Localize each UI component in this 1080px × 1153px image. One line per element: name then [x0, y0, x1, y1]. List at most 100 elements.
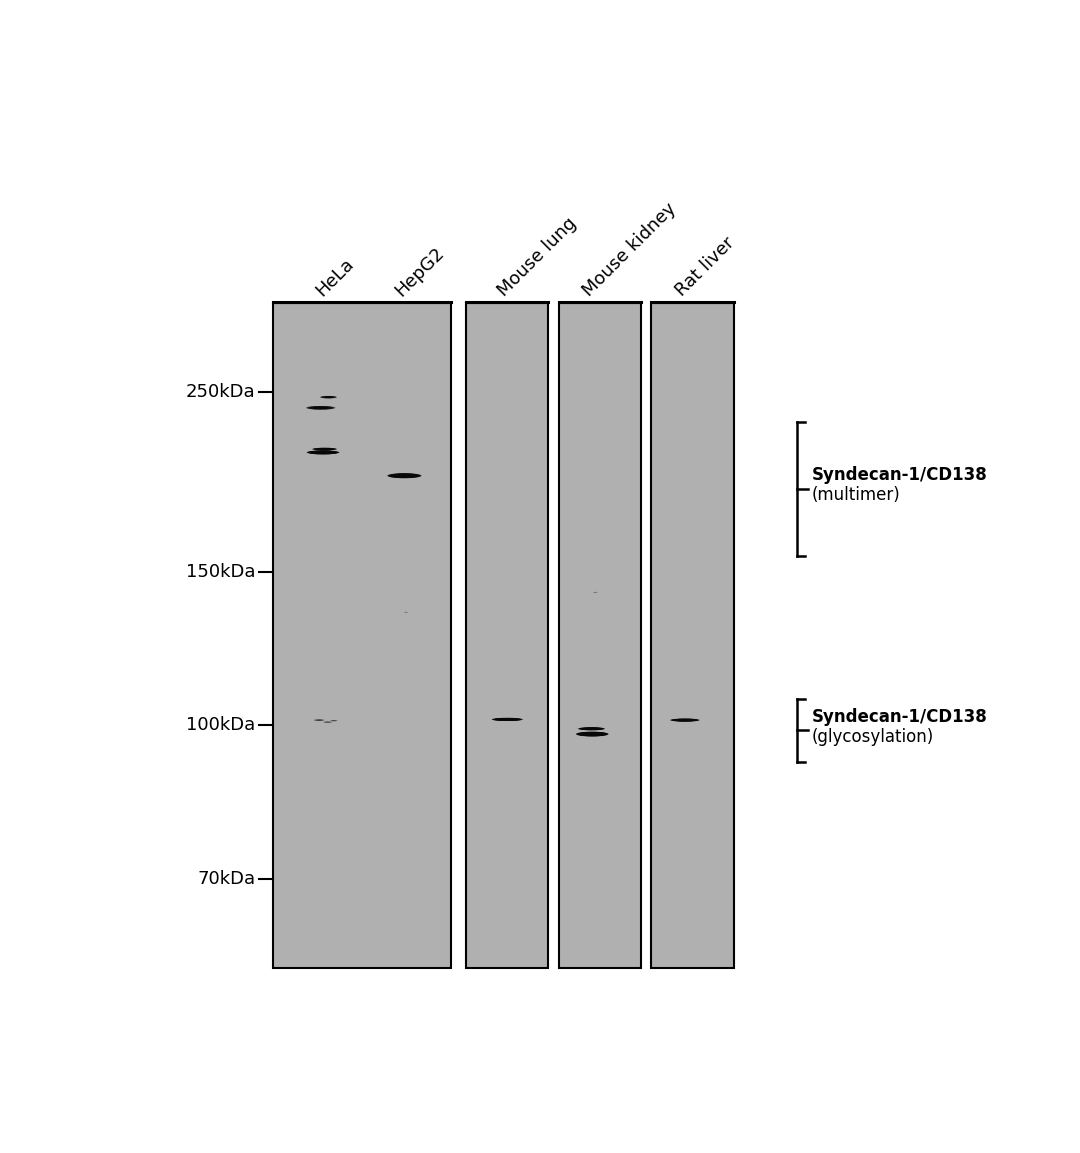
Ellipse shape — [585, 728, 598, 730]
Ellipse shape — [497, 718, 517, 721]
Ellipse shape — [583, 728, 599, 730]
Ellipse shape — [321, 397, 336, 398]
Ellipse shape — [581, 728, 602, 730]
Text: Mouse lung: Mouse lung — [495, 213, 580, 300]
Ellipse shape — [496, 718, 518, 721]
Text: (multimer): (multimer) — [812, 487, 901, 504]
Ellipse shape — [322, 397, 335, 398]
Ellipse shape — [314, 407, 326, 408]
Ellipse shape — [679, 719, 691, 721]
Ellipse shape — [672, 718, 698, 722]
Ellipse shape — [313, 407, 328, 409]
Ellipse shape — [320, 395, 337, 399]
Ellipse shape — [312, 447, 337, 451]
Ellipse shape — [318, 449, 332, 450]
Ellipse shape — [393, 474, 416, 477]
Ellipse shape — [582, 728, 600, 730]
Ellipse shape — [499, 718, 515, 721]
Ellipse shape — [583, 733, 600, 736]
Text: 100kDa: 100kDa — [186, 716, 255, 734]
Ellipse shape — [671, 718, 699, 722]
Ellipse shape — [390, 474, 419, 477]
Ellipse shape — [579, 732, 605, 736]
Ellipse shape — [316, 449, 333, 450]
Ellipse shape — [308, 451, 338, 454]
Ellipse shape — [323, 397, 334, 398]
Ellipse shape — [581, 732, 603, 736]
Ellipse shape — [671, 718, 700, 722]
Ellipse shape — [578, 732, 606, 736]
Ellipse shape — [315, 449, 334, 450]
Ellipse shape — [494, 718, 521, 721]
Ellipse shape — [323, 397, 334, 398]
Ellipse shape — [579, 728, 604, 730]
Ellipse shape — [314, 449, 335, 450]
Ellipse shape — [578, 728, 605, 730]
Text: Syndecan-1/CD138: Syndecan-1/CD138 — [812, 466, 987, 484]
Ellipse shape — [313, 451, 333, 453]
Ellipse shape — [307, 406, 335, 409]
Ellipse shape — [491, 718, 523, 721]
Ellipse shape — [309, 406, 333, 409]
Ellipse shape — [314, 407, 327, 408]
Ellipse shape — [674, 719, 696, 722]
Text: HeLa: HeLa — [312, 255, 356, 300]
Bar — [273, 302, 450, 969]
Ellipse shape — [677, 719, 692, 721]
Ellipse shape — [319, 449, 330, 450]
Ellipse shape — [316, 452, 329, 453]
Ellipse shape — [577, 732, 607, 737]
Ellipse shape — [582, 732, 602, 736]
Text: (glycosylation): (glycosylation) — [812, 728, 934, 746]
Ellipse shape — [501, 718, 513, 721]
Ellipse shape — [585, 733, 598, 734]
Ellipse shape — [586, 733, 597, 734]
Text: 150kDa: 150kDa — [186, 564, 255, 581]
Ellipse shape — [389, 474, 420, 478]
Ellipse shape — [388, 473, 421, 478]
Ellipse shape — [324, 397, 333, 398]
Ellipse shape — [498, 718, 516, 721]
Ellipse shape — [310, 407, 332, 409]
Ellipse shape — [394, 474, 415, 477]
Ellipse shape — [492, 718, 522, 721]
Ellipse shape — [395, 474, 414, 477]
Ellipse shape — [308, 406, 334, 409]
Ellipse shape — [321, 395, 336, 398]
Ellipse shape — [581, 728, 603, 730]
Ellipse shape — [312, 407, 329, 409]
Ellipse shape — [315, 452, 330, 453]
Ellipse shape — [673, 718, 697, 722]
Ellipse shape — [312, 451, 334, 454]
Ellipse shape — [675, 719, 694, 721]
Ellipse shape — [580, 732, 604, 736]
Ellipse shape — [307, 451, 339, 454]
Text: Rat liver: Rat liver — [672, 233, 739, 300]
Text: 250kDa: 250kDa — [186, 384, 255, 401]
Ellipse shape — [314, 447, 335, 451]
Ellipse shape — [400, 475, 409, 476]
Ellipse shape — [678, 719, 692, 721]
Ellipse shape — [392, 474, 417, 477]
Ellipse shape — [580, 728, 604, 730]
Ellipse shape — [576, 732, 608, 737]
Text: 70kDa: 70kDa — [198, 869, 255, 888]
Ellipse shape — [588, 733, 596, 734]
Ellipse shape — [586, 729, 597, 730]
Ellipse shape — [314, 451, 332, 453]
Ellipse shape — [399, 475, 410, 476]
Ellipse shape — [311, 451, 335, 454]
Bar — [558, 302, 642, 969]
Ellipse shape — [313, 719, 325, 721]
Ellipse shape — [391, 474, 418, 477]
Ellipse shape — [310, 451, 336, 454]
Ellipse shape — [313, 447, 336, 451]
Bar — [467, 302, 549, 969]
Ellipse shape — [495, 718, 519, 721]
Bar — [651, 302, 733, 969]
Ellipse shape — [315, 407, 325, 408]
Text: Syndecan-1/CD138: Syndecan-1/CD138 — [812, 708, 987, 725]
Ellipse shape — [309, 451, 337, 454]
Ellipse shape — [676, 719, 693, 721]
Text: Mouse kidney: Mouse kidney — [580, 199, 680, 300]
